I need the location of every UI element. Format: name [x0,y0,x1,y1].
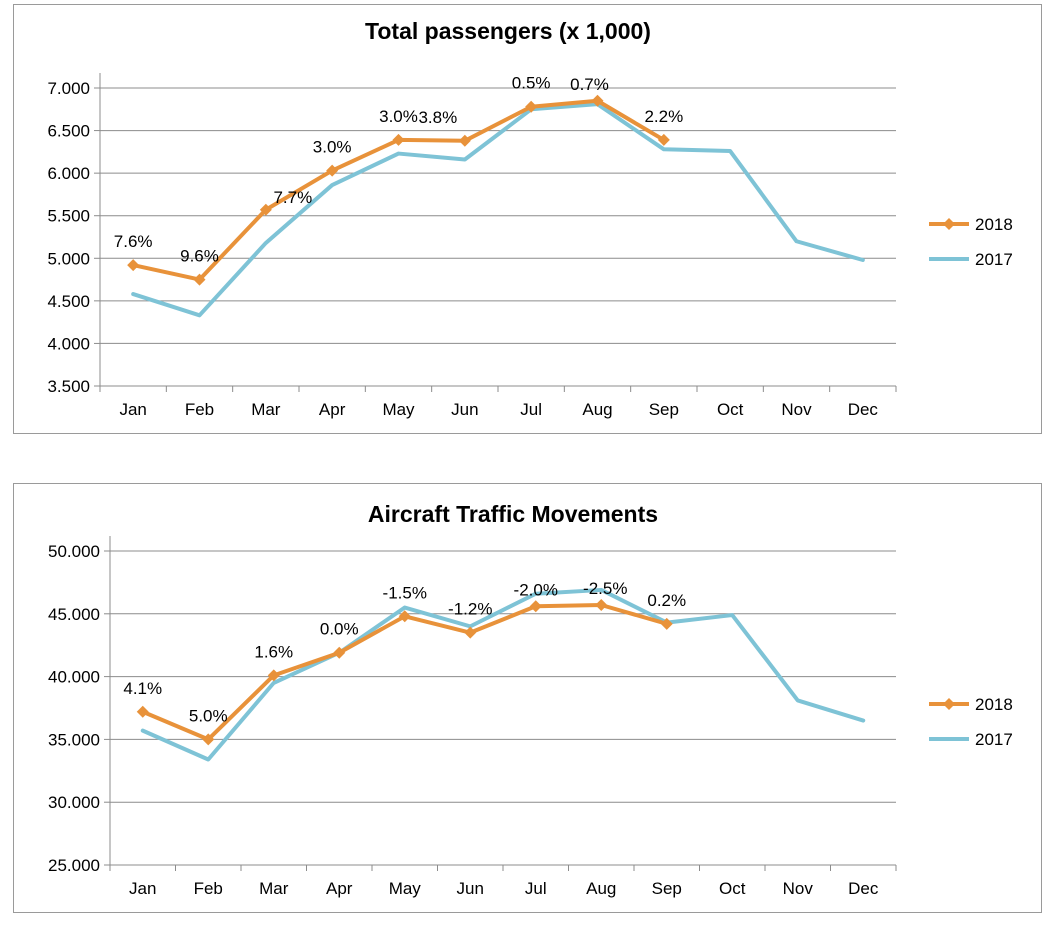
data-label: 9.6% [180,247,219,266]
series-2018-point [458,134,471,147]
series-2018-point [525,100,538,113]
data-label: 0.7% [570,75,609,94]
series-2018-point [202,733,215,746]
data-label: 0.5% [512,74,551,93]
data-label: 4.1% [123,679,162,698]
data-label: 7.6% [114,232,153,251]
y-tick-label: 50.000 [48,542,100,561]
x-tick-label: Feb [194,879,223,898]
data-label: 7.7% [273,188,312,207]
aircraft-movements-chart-panel: Aircraft Traffic Movements 25.000 30.000 35… [13,483,1042,913]
legend-label: 2017 [975,730,1013,749]
passengers-chart: Total passengers (x 1,000) 3.500 4.000 4.50… [47,18,1013,419]
x-tick-label: Jan [119,400,146,419]
legend-label: 2018 [975,215,1013,234]
y-tick-label: 5.500 [47,207,90,226]
legend-item-2017: 2017 [929,730,1013,749]
x-tick-label: Oct [719,879,746,898]
series-2018-point [398,610,411,623]
x-tick-label: Jun [457,879,484,898]
y-tick-label: 35.000 [48,730,100,749]
x-tick-label: Aug [582,400,612,419]
aircraft-movements-chart: Aircraft Traffic Movements 25.000 30.000 35… [48,501,1013,898]
data-label: 3.0% [313,138,352,157]
passengers-chart-panel: Total passengers (x 1,000) 3.500 4.000 4.50… [13,4,1042,434]
y-tick-label: 6.000 [47,164,90,183]
x-tick-label: Mar [259,879,289,898]
data-label: 2.2% [644,107,683,126]
x-tick-label: Jan [129,879,156,898]
y-tick-label: 7.000 [47,79,90,98]
y-tick-label: 40.000 [48,668,100,687]
legend-item-2017: 2017 [929,250,1013,269]
data-label: -2.5% [583,579,627,598]
series-2018-point [333,646,346,659]
data-label: -2.0% [514,580,558,599]
series-2017-line [140,587,866,762]
series-2018-point [267,669,280,682]
legend-item-2018: 2018 [929,695,1013,714]
legend-item-2018: 2018 [929,215,1013,234]
data-label: 1.6% [254,642,293,661]
y-tick-label: 5.000 [47,249,90,268]
legend-label: 2018 [975,695,1013,714]
x-tick-label: Sep [649,400,679,419]
series-2018-point [136,705,149,718]
y-tick-label: 6.500 [47,122,90,141]
series-2018-point [259,203,272,216]
chart-title: Aircraft Traffic Movements [368,501,658,527]
series-2018-point [657,133,670,146]
x-tick-label: Jul [525,879,547,898]
x-tick-label: Dec [848,879,879,898]
series-2018-point [127,259,140,272]
x-tick-label: May [382,400,415,419]
y-tick-label: 3.500 [47,377,90,396]
data-label: 0.2% [647,591,686,610]
series-2018-point [464,626,477,639]
data-label: -1.5% [383,583,427,602]
series-2017-line [131,102,865,318]
legend-label: 2017 [975,250,1013,269]
y-tick-label: 4.500 [47,292,90,311]
y-tick-label: 30.000 [48,793,100,812]
x-tick-label: Nov [783,879,814,898]
y-tick-label: 4.000 [47,334,90,353]
series-2018-point [529,600,542,613]
x-tick-label: Apr [326,879,353,898]
y-tick-label: 45.000 [48,605,100,624]
x-tick-label: Feb [185,400,214,419]
data-label: 5.0% [189,706,228,725]
x-tick-label: Oct [717,400,744,419]
y-tick-label: 25.000 [48,856,100,875]
series-2018-point [193,273,206,286]
data-label: 0.0% [320,620,359,639]
x-tick-label: May [389,879,422,898]
series-2018-point [392,133,405,146]
x-tick-label: Jun [451,400,478,419]
series-2018-point [660,617,673,630]
x-tick-label: Sep [652,879,682,898]
series-2018-point [591,94,604,107]
data-label: -1.2% [448,600,492,619]
legend-marker [943,218,955,230]
series-2018-point [595,599,608,612]
legend-marker [943,698,955,710]
x-tick-label: Dec [848,400,879,419]
x-tick-label: Mar [251,400,281,419]
x-tick-label: Nov [781,400,812,419]
x-tick-label: Jul [520,400,542,419]
x-tick-label: Apr [319,400,346,419]
data-label: 3.8% [418,108,457,127]
series-2018-point [326,164,339,177]
data-label: 3.0% [379,107,418,126]
x-tick-label: Aug [586,879,616,898]
chart-title: Total passengers (x 1,000) [365,18,651,44]
